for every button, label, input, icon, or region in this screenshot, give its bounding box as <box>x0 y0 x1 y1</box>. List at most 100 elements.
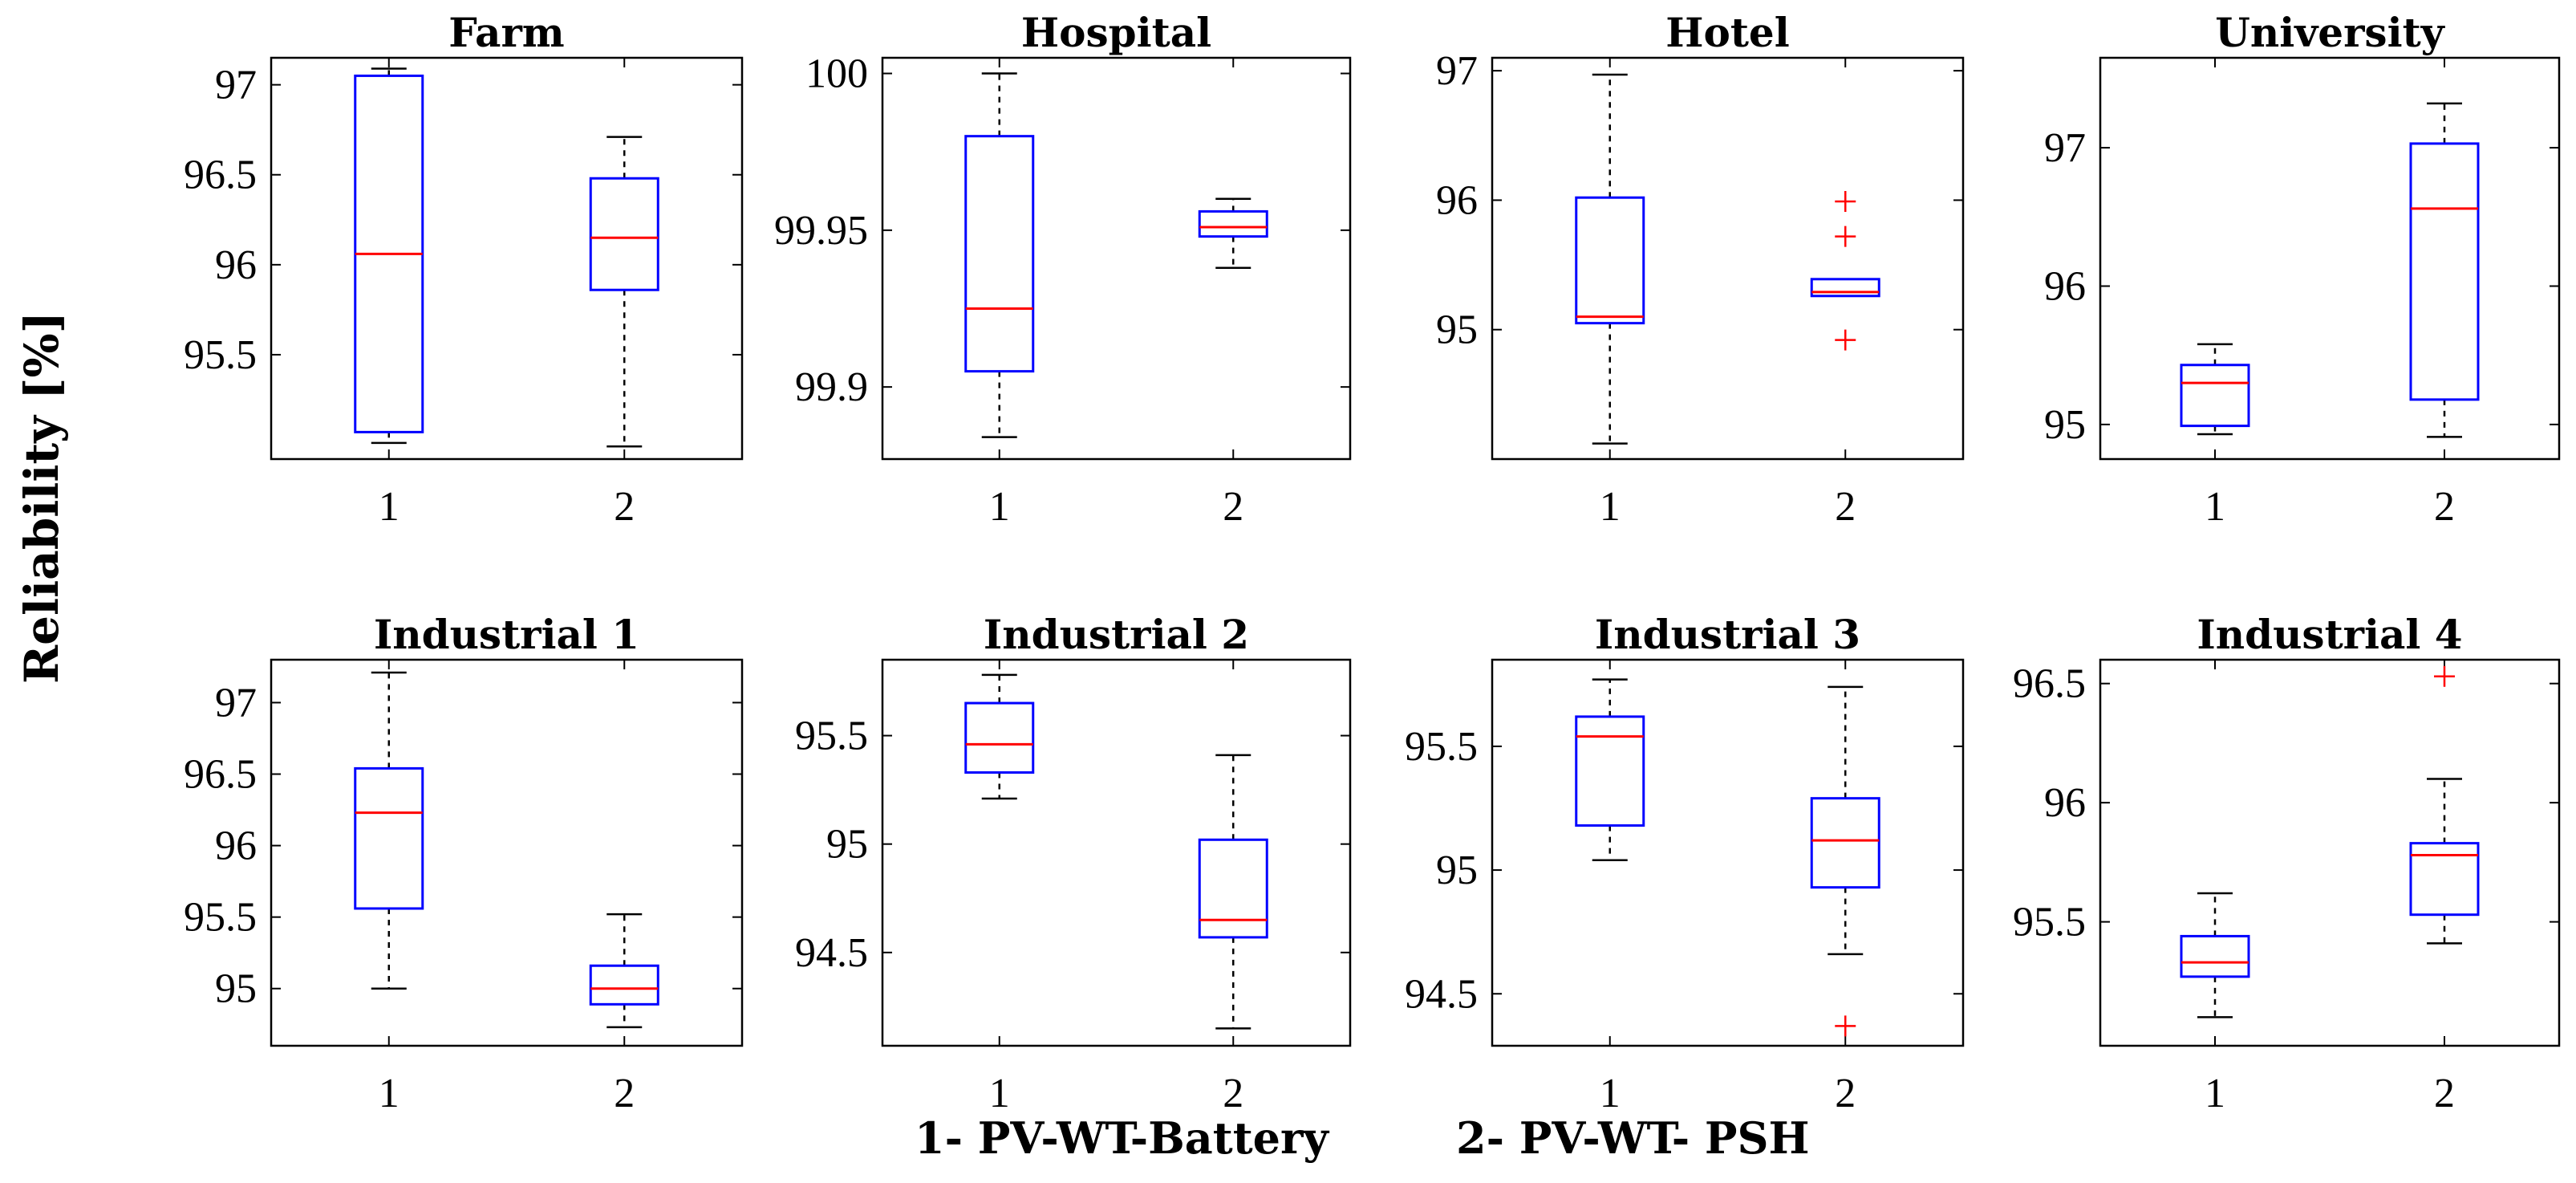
y-axis-label: Reliability [%] <box>14 311 69 684</box>
y-tick-label: 94.5 <box>1405 971 1478 1017</box>
subplot-title: Industrial 1 <box>374 611 639 658</box>
x-tick-label: 2 <box>2434 484 2455 530</box>
outlier-marker <box>2434 665 2455 687</box>
subplot-title: University <box>2215 9 2445 56</box>
box-1 <box>2180 343 2250 436</box>
plot-frame <box>2099 658 2561 1047</box>
x-tick-label: 1 <box>989 1071 1010 1116</box>
y-tick-label: 99.9 <box>795 364 868 410</box>
plot-frame <box>270 56 744 461</box>
subplot-8: Industrial 4 95.5 96 96.5 1 2 <box>2013 611 2561 1116</box>
subplot-grid: Farm 95.5 96 96.5 97 1 2 Hospital 99.9 99.95 100 1 2… <box>184 9 2561 1116</box>
x-tick-label: 1 <box>2205 484 2225 530</box>
iqr-box <box>2180 364 2250 428</box>
iqr-box <box>2180 934 2250 978</box>
plot-frame <box>881 658 1352 1047</box>
y-tick-label: 96.5 <box>184 152 257 198</box>
x-tick-label: 2 <box>1835 1071 1856 1116</box>
outlier-marker <box>1835 1015 1856 1037</box>
y-tick-label: 96 <box>215 242 257 288</box>
iqr-box <box>589 177 659 291</box>
iqr-box <box>2409 142 2480 401</box>
plot-frame <box>270 658 744 1047</box>
x-tick-label: 2 <box>614 1071 635 1116</box>
subplot-title: Hospital <box>1021 9 1211 56</box>
plot-frame <box>1491 658 1965 1047</box>
box-2 <box>1198 754 1268 1030</box>
y-tick-label: 96.5 <box>2013 661 2086 707</box>
box-2 <box>1810 191 1880 351</box>
box-1 <box>964 72 1035 438</box>
y-tick-label: 97 <box>215 63 257 108</box>
outlier-marker <box>1835 226 1856 247</box>
x-tick-label: 1 <box>379 484 400 530</box>
iqr-box <box>1810 278 1880 298</box>
iqr-box <box>1198 209 1268 238</box>
iqr-box <box>964 135 1035 373</box>
iqr-box <box>1198 838 1268 939</box>
x-tick-label: 2 <box>614 484 635 530</box>
x-tick-label: 1 <box>989 484 1010 530</box>
x-tick-label: 2 <box>1835 484 1856 530</box>
x-tick-label: 1 <box>1600 484 1621 530</box>
x-tick-label: 2 <box>1223 484 1243 530</box>
outlier-marker <box>1835 329 1856 351</box>
x-tick-label: 2 <box>2434 1071 2455 1116</box>
outlier-marker <box>1835 191 1856 213</box>
box-1 <box>964 673 1035 800</box>
y-tick-label: 95 <box>1436 848 1478 893</box>
y-tick-label: 95 <box>215 966 257 1012</box>
x-tick-label: 1 <box>379 1071 400 1116</box>
y-tick-label: 96 <box>1436 177 1478 223</box>
y-tick-label: 95 <box>826 822 868 868</box>
legend-label-1: 1- PV-WT-Battery <box>915 1112 1329 1164</box>
y-tick-label: 95 <box>1436 307 1478 353</box>
iqr-box <box>354 766 424 910</box>
subplot-6: Industrial 2 94.5 95 95.5 1 2 <box>795 611 1352 1116</box>
subplot-5: Industrial 1 95 95.5 96 96.5 97 1 2 <box>184 611 744 1116</box>
box-2 <box>1198 197 1268 269</box>
y-tick-label: 95 <box>2044 402 2086 448</box>
y-tick-label: 95.5 <box>184 895 257 941</box>
y-tick-label: 96.5 <box>184 752 257 798</box>
iqr-box <box>1810 797 1880 889</box>
iqr-box <box>1575 715 1645 827</box>
box-1 <box>354 671 424 990</box>
y-tick-label: 95.5 <box>795 713 868 759</box>
y-tick-label: 95.5 <box>1405 724 1478 770</box>
x-tick-label: 2 <box>1223 1071 1243 1116</box>
subplot-7: Industrial 3 94.5 95 95.5 1 2 <box>1405 611 1965 1116</box>
y-tick-label: 99.95 <box>774 208 868 254</box>
box-1 <box>1575 678 1645 861</box>
x-tick-label: 1 <box>1600 1071 1621 1116</box>
plot-frame <box>1491 56 1965 461</box>
box-1 <box>2180 892 2250 1018</box>
y-tick-label: 95.5 <box>184 332 257 378</box>
box-2 <box>2409 102 2480 438</box>
y-tick-label: 100 <box>805 51 868 97</box>
box-1 <box>354 67 424 445</box>
subplot-title: Industrial 3 <box>1595 611 1860 658</box>
subplot-title: Hotel <box>1665 9 1790 56</box>
y-tick-label: 96 <box>215 823 257 869</box>
subplot-title: Industrial 2 <box>984 611 1249 658</box>
subplot-1: Farm 95.5 96 96.5 97 1 2 <box>184 9 744 530</box>
y-tick-label: 95.5 <box>2013 900 2086 945</box>
y-tick-label: 97 <box>2044 125 2086 171</box>
box-2 <box>589 136 659 448</box>
subplot-title: Farm <box>448 9 564 56</box>
legend-label-2: 2- PV-WT- PSH <box>1456 1112 1810 1164</box>
subplot-title: Industrial 4 <box>2197 611 2462 658</box>
box-1 <box>1575 73 1645 445</box>
iqr-box <box>1575 196 1645 325</box>
plot-frame <box>881 56 1352 461</box>
y-tick-label: 97 <box>215 680 257 726</box>
plot-frame <box>2099 56 2561 461</box>
box-2 <box>589 913 659 1029</box>
subplot-4: University 95 96 97 1 2 <box>2044 9 2561 530</box>
iqr-box <box>964 701 1035 774</box>
y-tick-label: 97 <box>1436 48 1478 94</box>
box-2 <box>1810 685 1880 1037</box>
y-tick-label: 96 <box>2044 780 2086 826</box>
